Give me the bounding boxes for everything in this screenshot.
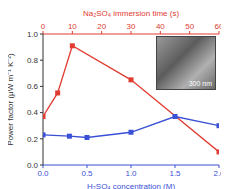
svg-text:10: 10: [68, 22, 77, 31]
svg-text:1.0: 1.0: [27, 30, 39, 39]
svg-text:0.0: 0.0: [27, 161, 39, 170]
svg-text:1.0: 1.0: [125, 169, 137, 178]
svg-text:0.5: 0.5: [81, 169, 93, 178]
svg-text:40: 40: [156, 22, 165, 31]
svg-text:Power factor (μW m⁻¹ K⁻²): Power factor (μW m⁻¹ K⁻²): [8, 53, 15, 146]
svg-text:30: 30: [127, 22, 136, 31]
svg-text:0.8: 0.8: [27, 56, 39, 65]
svg-text:50: 50: [185, 22, 194, 31]
svg-text:Na₂SO₄ immersion time (s): Na₂SO₄ immersion time (s): [83, 9, 179, 18]
svg-text:0.6: 0.6: [27, 82, 39, 91]
html-text:300 nm: 300 nm: [188, 80, 212, 87]
svg-text:H₂SO₄ concentration (M): H₂SO₄ concentration (M): [87, 182, 176, 189]
svg-text:0: 0: [41, 22, 46, 31]
svg-text:20: 20: [97, 22, 106, 31]
svg-text:2.0: 2.0: [213, 169, 221, 178]
svg-text:0.2: 0.2: [27, 135, 39, 144]
svg-text:0.4: 0.4: [27, 108, 39, 117]
svg-text:1.5: 1.5: [169, 169, 181, 178]
svg-text:0.0: 0.0: [37, 169, 49, 178]
svg-text:60: 60: [215, 22, 221, 31]
